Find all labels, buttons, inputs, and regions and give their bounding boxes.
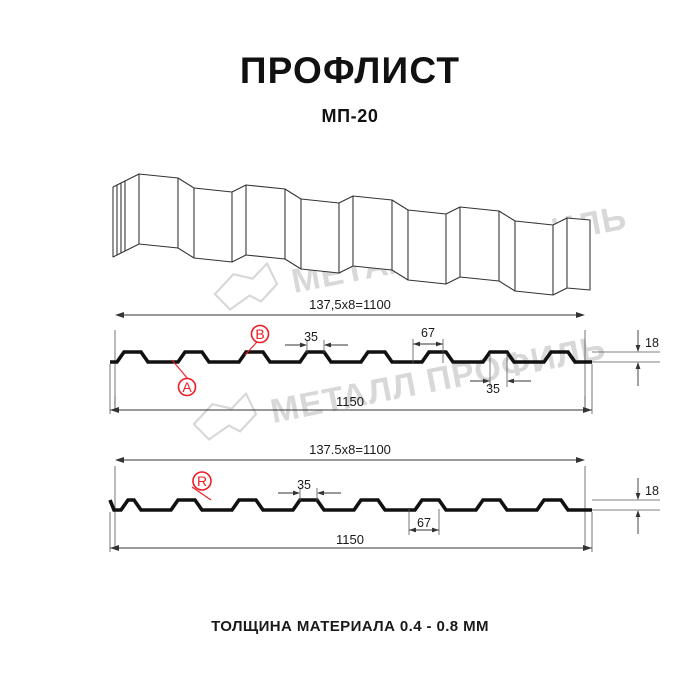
section-a-pitch-dimension: 137,5x8=1100 [115, 297, 585, 318]
marker-b: B [244, 324, 270, 356]
section-a-extension-lines [114, 330, 586, 410]
watermark-logo-icon [213, 261, 279, 311]
section-b-crest-label: 35 [297, 478, 311, 492]
section-a-crest-label-bottom: 35 [486, 382, 500, 396]
page-title: ПРОФЛИСТ [239, 50, 461, 91]
section-b-extension-lines [114, 466, 586, 548]
section-b-overall-label: 1150 [336, 532, 364, 547]
watermark-logo-icon [192, 391, 258, 441]
section-a-trough-dimension: 67 [412, 326, 444, 363]
product-model: МП-20 [321, 106, 379, 126]
section-b-height-label: 18 [645, 484, 659, 498]
marker-r: R [191, 471, 212, 501]
section-b-trough-label: 67 [417, 516, 431, 530]
isometric-corrugation [112, 173, 591, 296]
section-a-profile-path [110, 350, 592, 364]
section-a-overall-dimension: 1150 [109, 364, 593, 414]
section-a-trough-label: 67 [421, 326, 435, 340]
marker-b-label: B [255, 326, 264, 342]
section-a-pitch-label: 137,5x8=1100 [309, 297, 391, 312]
section-b-pitch-label: 137.5x8=1100 [309, 442, 391, 457]
section-a-crest-dimension-top: 35 [285, 330, 348, 353]
section-a-crest-dimension-bottom: 35 [470, 353, 531, 396]
section-b-crest-dimension: 35 [278, 478, 341, 501]
marker-a: A [171, 359, 197, 397]
title-block: ПРОФЛИСТ МП-20 [0, 52, 700, 127]
section-a-overall-label: 1150 [336, 394, 364, 409]
section-b-pitch-dimension: 137.5x8=1100 [115, 442, 585, 463]
marker-r-label: R [197, 473, 207, 489]
marker-a-label: A [182, 379, 192, 395]
section-a-crest-label-top: 35 [304, 330, 318, 344]
section-b-trough-dimension: 67 [408, 509, 440, 535]
material-thickness-caption: ТОЛЩИНА МАТЕРИАЛА 0.4 - 0.8 ММ [211, 618, 489, 635]
section-b-profile-path [108, 498, 592, 512]
section-b-height-dimension: 18 [592, 478, 660, 534]
section-b-overall-dimension: 1150 [109, 512, 593, 552]
section-a-height-label: 18 [645, 336, 659, 350]
section-a-height-dimension: 18 [592, 330, 660, 386]
